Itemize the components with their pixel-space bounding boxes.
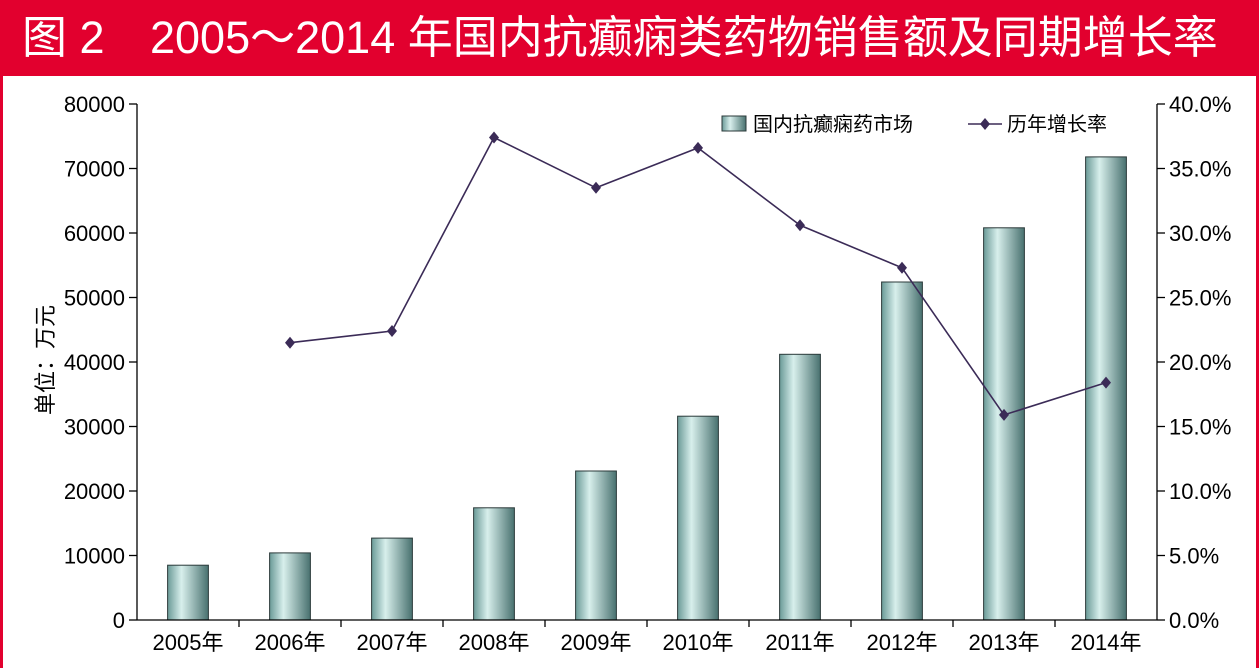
y2-axis-tick-label: 10.0% [1169, 479, 1231, 504]
growth-rate-point-2006 [285, 336, 295, 349]
sales-bar-2006 [269, 552, 311, 621]
y-axis-tick-label: 80000 [64, 92, 125, 117]
y-axis-tick-label: 10000 [64, 543, 125, 568]
x-axis-tick-label: 2011年 [765, 630, 834, 655]
x-axis-tick-label: 2008年 [459, 630, 530, 655]
growth-rate-point-2007 [387, 325, 397, 337]
sales-bar-2007 [371, 537, 413, 621]
y2-axis-tick-label: 20.0% [1169, 350, 1231, 375]
y2-axis-tick-label: 0.0% [1169, 608, 1219, 633]
y-axis-tick-label: 40000 [64, 350, 125, 375]
growth-rate-point-2008 [489, 131, 499, 144]
y-axis-tick-label: 20000 [64, 479, 125, 504]
x-axis-tick-label: 2012年 [867, 630, 938, 655]
y-axis-tick-label: 30000 [64, 414, 125, 439]
y-axis-tick-label: 70000 [64, 156, 125, 181]
sales-bar-2012 [881, 281, 923, 621]
y-axis-title: 单位：万元 [33, 305, 58, 415]
growth-rate-point-2010 [693, 141, 703, 154]
x-axis-tick-label: 2005年 [153, 630, 224, 655]
growth-rate-point-2011 [795, 219, 805, 232]
sales-bar-2013 [983, 227, 1025, 621]
sales-bar-2008 [473, 507, 515, 621]
growth-rate-point-2012 [897, 261, 907, 274]
x-axis-tick-label: 2010年 [663, 630, 734, 655]
x-axis-tick-label: 2009年 [561, 630, 632, 655]
sales-bar-2010 [677, 415, 719, 621]
legend-label-sales: 国内抗癫痫药市场 [753, 113, 913, 136]
sales-bar-2005 [167, 564, 209, 621]
x-axis-tick-label: 2006年 [255, 630, 326, 655]
y-axis-tick-label: 0 [113, 608, 125, 633]
growth-rate-point-2009 [591, 181, 601, 194]
growth-rate-point-2014 [1101, 376, 1111, 389]
y2-axis-tick-label: 25.0% [1169, 285, 1231, 310]
chart-title: 2005～2014 年国内抗癫痫类药物销售额及同期增长率 [150, 12, 1218, 63]
y2-axis-tick-label: 5.0% [1169, 543, 1219, 568]
growth-rate-point-2013 [999, 408, 1009, 421]
x-axis-tick-label: 2014年 [1071, 630, 1142, 655]
y2-axis-tick-label: 30.0% [1169, 221, 1231, 246]
title-bar: 图 2 2005～2014 年国内抗癫痫类药物销售额及同期增长率 [0, 0, 1259, 76]
y2-axis-tick-label: 35.0% [1169, 156, 1231, 181]
legend: 国内抗癫痫药市场 历年增长率 [721, 113, 1107, 136]
x-axis-tick-label: 2013年 [969, 630, 1040, 655]
x-axis-tick-label: 2007年 [357, 630, 428, 655]
y2-axis-tick-label: 15.0% [1169, 414, 1231, 439]
legend-swatch-growth-marker [980, 118, 990, 130]
y-axis-tick-label: 60000 [64, 221, 125, 246]
figure-label: 图 2 [22, 12, 105, 63]
y-axis-tick-label: 50000 [64, 285, 125, 310]
legend-label-growth: 历年增长率 [1007, 113, 1107, 136]
sales-bar-2011 [779, 353, 821, 621]
y2-axis-tick-label: 40.0% [1169, 92, 1231, 117]
legend-swatch-sales-bar [721, 115, 747, 132]
sales-bar-2009 [575, 470, 617, 621]
